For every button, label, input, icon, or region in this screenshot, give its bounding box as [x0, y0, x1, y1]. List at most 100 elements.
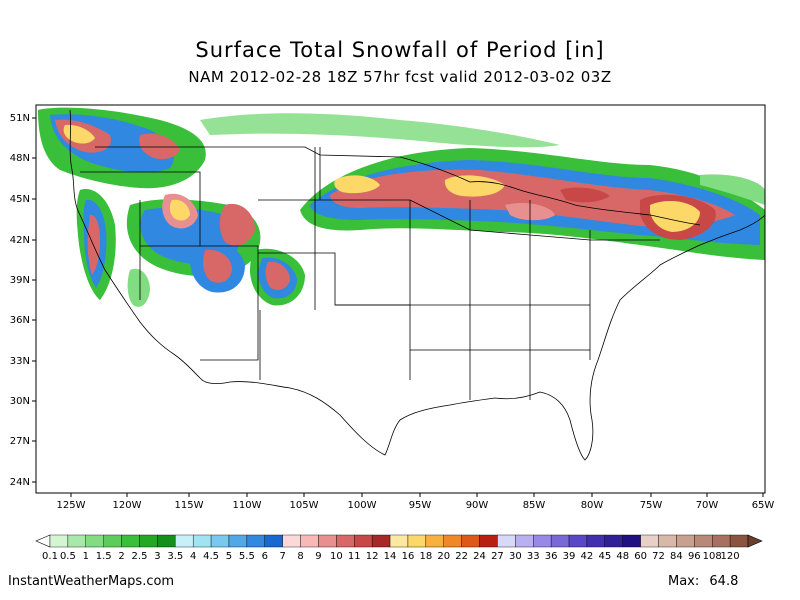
legend-swatch — [282, 534, 301, 548]
legend-label: 2 — [118, 551, 124, 562]
legend-swatch — [85, 534, 104, 548]
lon-tick-label: 80W — [581, 500, 604, 511]
lat-tick-label: 27N — [10, 436, 30, 447]
lon-tick-label: 100W — [348, 500, 377, 511]
legend-swatch — [640, 534, 659, 548]
legend-label: 3 — [154, 551, 160, 562]
legend-swatch — [461, 534, 480, 548]
legend-label: 5.5 — [239, 551, 255, 562]
legend-swatch — [729, 534, 749, 548]
legend-swatch — [264, 534, 283, 548]
legend-swatch — [712, 534, 731, 548]
legend-swatch — [407, 534, 427, 548]
legend-swatch — [550, 534, 570, 548]
legend-swatch — [318, 534, 337, 548]
legend-label: 20 — [437, 551, 450, 562]
legend-swatch — [425, 534, 444, 548]
legend-swatch — [604, 534, 623, 548]
legend-swatch — [103, 534, 122, 548]
legend-arrow-right — [747, 534, 763, 548]
longitude-axis: 125W 120W 115W 110W 105W 100W 95W 90W 85… — [57, 493, 774, 511]
legend-swatch — [157, 534, 176, 548]
legend-swatch — [228, 534, 248, 548]
legend-label: 9 — [315, 551, 321, 562]
lon-tick-label: 90W — [466, 500, 489, 511]
lon-tick-label: 125W — [57, 500, 86, 511]
political-borders — [69, 109, 765, 461]
snowfall-shading — [38, 107, 765, 307]
legend-swatch — [300, 534, 319, 548]
lat-tick-label: 33N — [10, 356, 30, 367]
legend-label: 10 — [330, 551, 343, 562]
legend-label: 0.5 — [60, 551, 76, 562]
legend-swatch — [246, 534, 265, 548]
source-credit: InstantWeatherMaps.com — [8, 574, 175, 589]
legend-label: 84 — [670, 551, 683, 562]
legend-label: 3.5 — [167, 551, 183, 562]
legend-label: 6 — [262, 551, 268, 562]
legend-label: 30 — [509, 551, 522, 562]
legend-label: 39 — [563, 551, 576, 562]
legend-swatch — [354, 534, 373, 548]
lat-tick-label: 48N — [10, 153, 30, 164]
legend-swatch — [586, 534, 606, 548]
lat-tick-label: 42N — [10, 235, 30, 246]
color-legend — [35, 534, 763, 548]
lat-tick-label: 30N — [10, 396, 30, 407]
legend-swatch — [568, 534, 588, 548]
legend-swatch — [121, 534, 140, 548]
legend-label: 14 — [384, 551, 397, 562]
legend-swatch — [139, 534, 158, 548]
legend-label: 96 — [688, 551, 701, 562]
lat-tick-label: 39N — [10, 275, 30, 286]
legend-label: 27 — [491, 551, 504, 562]
legend-label: 16 — [402, 551, 415, 562]
lon-tick-label: 110W — [233, 500, 262, 511]
legend-swatch — [210, 534, 230, 548]
legend-label: 36 — [545, 551, 558, 562]
legend-label: 8 — [297, 551, 303, 562]
map-subtitle: NAM 2012-02-28 18Z 57hr fcst valid 2012-… — [188, 68, 612, 86]
legend-arrow-left — [35, 534, 51, 548]
legend-swatch — [622, 534, 641, 548]
legend-swatch — [676, 534, 695, 548]
legend-label: 60 — [634, 551, 647, 562]
legend-label: 48 — [616, 551, 629, 562]
map-frame — [35, 104, 766, 494]
legend-label: 1.5 — [96, 551, 112, 562]
legend-swatch — [192, 534, 212, 548]
legend-label: 108 — [703, 551, 722, 562]
lon-tick-label: 120W — [113, 500, 142, 511]
legend-swatch — [49, 534, 69, 548]
legend-swatch — [658, 534, 677, 548]
legend-label: 42 — [581, 551, 594, 562]
lon-tick-label: 95W — [409, 500, 432, 511]
legend-swatch — [67, 534, 86, 548]
legend-label: 1 — [83, 551, 89, 562]
legend-swatch — [175, 534, 194, 548]
lat-tick-label: 45N — [10, 194, 30, 205]
latitude-axis: 51N 48N 45N 42N 39N 36N 33N 30N 27N 24N — [10, 113, 36, 488]
legend-swatch — [533, 534, 552, 548]
legend-label: 0.1 — [42, 551, 58, 562]
legend-label: 12 — [366, 551, 379, 562]
legend-labels: 0.1 0.5 1 1.5 2 2.5 3 3.5 4 4.5 5 5.5 6 7 8 9 10 11 12 14 16… — [42, 551, 740, 562]
legend-label: 24 — [473, 551, 486, 562]
legend-swatch — [694, 534, 713, 548]
lon-tick-label: 115W — [175, 500, 204, 511]
lon-tick-label: 105W — [290, 500, 319, 511]
legend-swatch — [371, 534, 391, 548]
legend-label: 11 — [348, 551, 361, 562]
max-value-readout: Max: 64.8 — [668, 574, 738, 589]
legend-swatch — [389, 534, 409, 548]
legend-label: 5 — [226, 551, 232, 562]
legend-swatch — [443, 534, 462, 548]
legend-swatch — [479, 534, 498, 548]
max-value: 64.8 — [709, 574, 739, 589]
legend-label: 45 — [598, 551, 611, 562]
lat-tick-label: 24N — [10, 477, 30, 488]
legend-label: 4 — [190, 551, 196, 562]
map-title: Surface Total Snowfall of Period [in] — [195, 38, 605, 62]
lon-tick-label: 85W — [523, 500, 546, 511]
legend-label: 2.5 — [132, 551, 148, 562]
